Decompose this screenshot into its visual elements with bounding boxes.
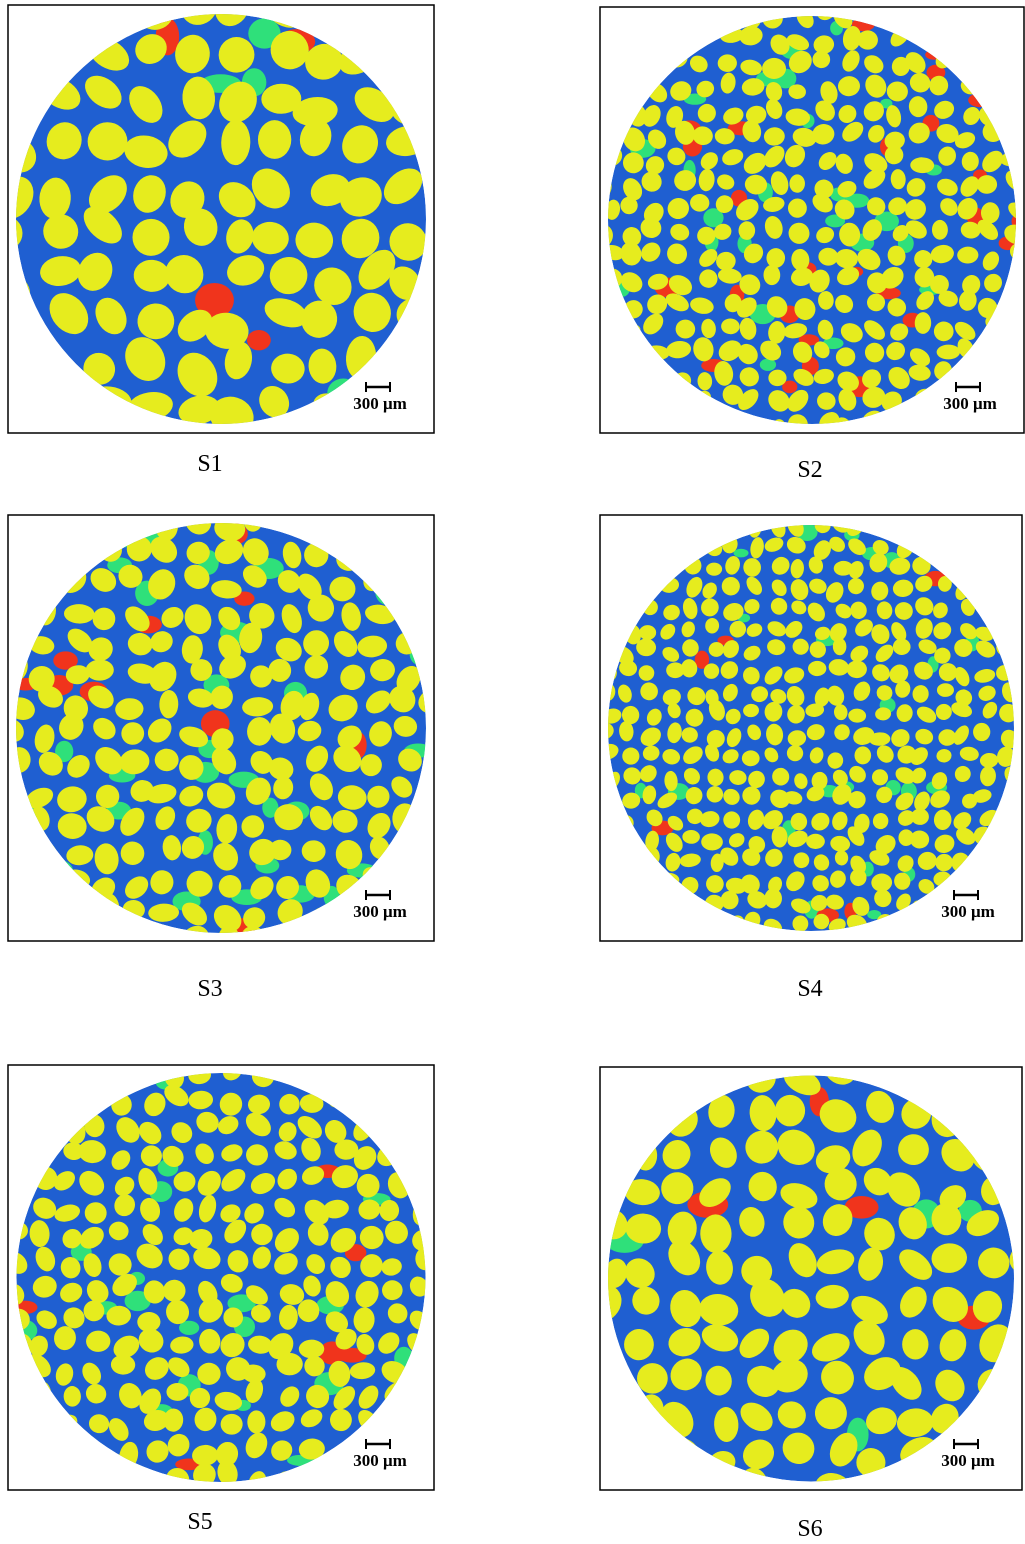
panel-label: S6 — [797, 1516, 822, 1542]
figure: 300 μm S1 300 μm S2 300 μm S3 300 μm S4 300 μm S5… — [0, 0, 1025, 1544]
panel-label: S1 — [197, 451, 222, 477]
panel-label: S3 — [197, 976, 222, 1002]
grain — [789, 174, 805, 192]
panel: 300 μm S6 — [582, 1045, 1025, 1542]
grain — [902, 1329, 928, 1359]
scale-bar-label: 300 μm — [941, 1451, 995, 1470]
scale-bar-label: 300 μm — [353, 394, 407, 413]
panel: 300 μm S4 — [591, 509, 1023, 1002]
grain — [806, 834, 825, 849]
panel: 300 μm S3 — [0, 502, 454, 1002]
grain — [937, 683, 954, 697]
scale-bar-label: 300 μm — [943, 394, 997, 413]
page: {"panels": [ {"label": "S1", "scale_bar"… — [0, 0, 1025, 1544]
grain — [247, 1410, 265, 1433]
grain — [299, 1340, 325, 1359]
scale-bar-label: 300 μm — [353, 1451, 407, 1470]
panel: 300 μm S5 — [0, 1057, 447, 1535]
oil-phase — [247, 330, 271, 350]
scale-bar-label: 300 μm — [353, 902, 407, 921]
grain — [742, 750, 760, 766]
panel: 300 μm S1 — [0, 0, 454, 477]
panel-label: S2 — [797, 457, 822, 483]
grain — [330, 1409, 352, 1431]
water-phase — [734, 549, 749, 558]
grain — [639, 625, 656, 640]
grain — [258, 120, 292, 159]
grain — [762, 58, 786, 79]
panel-label: S5 — [187, 1509, 212, 1535]
panel-label: S4 — [797, 976, 822, 1002]
scale-bar-label: 300 μm — [941, 902, 995, 921]
panel: 300 μm S2 — [591, 0, 1025, 483]
